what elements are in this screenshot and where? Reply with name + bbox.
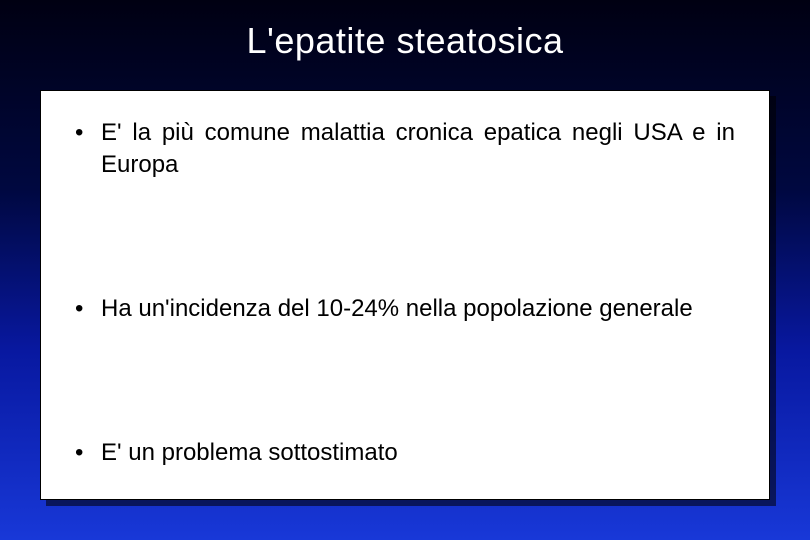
slide: L'epatite steatosica E' la più comune ma… — [0, 0, 810, 540]
slide-title: L'epatite steatosica — [40, 20, 770, 62]
content-box: E' la più comune malattia cronica epatic… — [40, 90, 770, 500]
list-item: E' la più comune malattia cronica epatic… — [75, 117, 735, 182]
list-item: Ha un'incidenza del 10-24% nella popolaz… — [75, 293, 735, 325]
list-item: E' un problema sottostimato — [75, 437, 735, 469]
bullet-list: E' la più comune malattia cronica epatic… — [75, 117, 735, 469]
